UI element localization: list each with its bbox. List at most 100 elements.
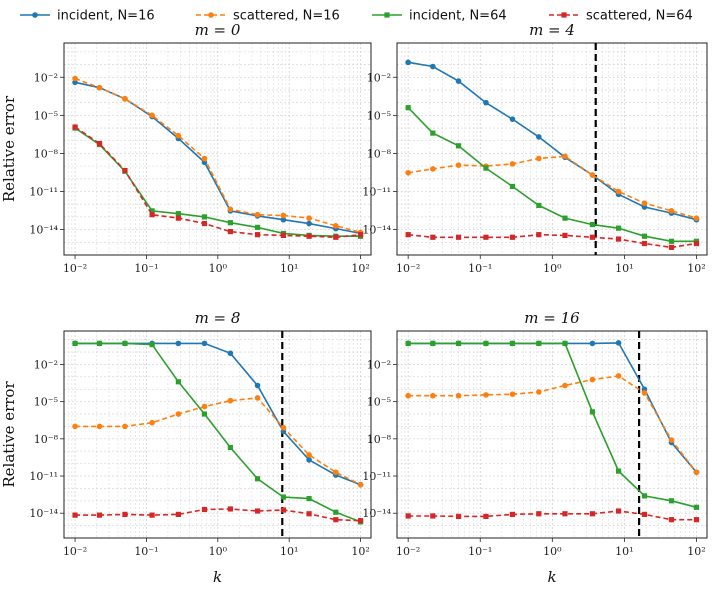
data-point — [483, 165, 489, 171]
panel-m-4: 10⁻² 10⁻¹ 10⁰ 10¹ 10² 10⁻¹⁴ 10⁻¹¹ 10⁻⁸ 10⁻⁵ 10⁻² m… — [362, 21, 708, 275]
data-point — [96, 512, 103, 518]
data-point — [149, 212, 155, 218]
legend-label: incident, N=64 — [409, 9, 507, 24]
data-point — [175, 511, 181, 518]
series-line — [75, 508, 361, 522]
data-point — [72, 340, 78, 346]
legend-label: scattered, N=64 — [586, 9, 693, 24]
data-point — [306, 215, 312, 221]
legend-marker — [384, 12, 390, 18]
data-point — [562, 382, 568, 389]
panel-title: m = 4 — [529, 21, 575, 39]
x-tick-label: 10⁻¹ — [468, 262, 492, 275]
data-point — [536, 389, 542, 395]
y-tick-label: 10⁻⁸ — [367, 147, 392, 160]
data-point — [693, 517, 700, 523]
data-point — [175, 379, 181, 385]
y-axis-label: Relative error — [0, 381, 18, 488]
data-point — [589, 376, 596, 383]
legend-label: scattered, N=16 — [233, 9, 340, 24]
data-point — [483, 99, 489, 106]
data-point — [122, 340, 128, 346]
data-point — [536, 155, 542, 162]
data-point — [254, 232, 261, 238]
data-point — [430, 130, 436, 136]
series-line — [74, 126, 361, 239]
data-point — [227, 206, 234, 213]
data-point — [589, 172, 596, 178]
data-point — [615, 340, 622, 346]
data-point — [357, 518, 364, 524]
x-tick-label: 10⁰ — [543, 545, 562, 558]
data-point — [430, 166, 436, 172]
data-point — [693, 504, 700, 510]
data-point — [122, 423, 128, 430]
y-tick-label: 10⁻¹¹ — [29, 186, 58, 199]
x-tick-label: 10⁻² — [63, 545, 87, 558]
data-point — [455, 162, 462, 168]
x-tick-label: 10⁻¹ — [134, 262, 158, 275]
x-tick-label: 10¹ — [280, 262, 298, 275]
series-line — [74, 77, 361, 234]
data-point — [405, 340, 411, 346]
data-point — [72, 512, 78, 518]
data-point — [306, 233, 312, 239]
y-tick-label: 10⁻² — [367, 358, 391, 371]
data-point — [668, 498, 675, 504]
y-tick-label: 10⁻⁵ — [367, 109, 391, 122]
data-point — [455, 513, 462, 520]
series-incident-n-64 — [405, 340, 700, 510]
panel-m-8: 10⁻² 10⁻¹ 10⁰ 10¹ 10² 10⁻¹⁴ 10⁻¹¹ 10⁻⁸ 10⁻⁵ 10⁻² m… — [0, 309, 372, 586]
gridlines — [64, 331, 371, 538]
x-tick-label: 10¹ — [280, 545, 298, 558]
data-point — [306, 511, 312, 517]
data-point — [668, 437, 675, 443]
x-axis-label: k — [213, 568, 222, 586]
data-point — [483, 392, 489, 398]
data-point — [201, 220, 208, 227]
data-point — [280, 232, 287, 238]
data-point — [175, 211, 181, 217]
y-tick-label: 10⁻⁵ — [34, 109, 58, 122]
series-line — [407, 107, 697, 243]
panel-title: m = 0 — [195, 21, 241, 39]
x-tick-label: 10² — [351, 545, 369, 558]
data-point — [536, 202, 542, 209]
data-point — [227, 397, 234, 404]
x-tick-label: 10⁻² — [396, 262, 420, 275]
data-point — [405, 232, 411, 238]
x-tick-label: 10⁻² — [396, 545, 420, 558]
data-point — [306, 457, 312, 463]
data-point — [96, 140, 103, 147]
legend-marker — [32, 12, 38, 18]
y-tick-label: 10⁻¹⁴ — [29, 507, 58, 520]
x-tick-label: 10⁻² — [63, 262, 87, 275]
y-tick-label: 10⁻¹¹ — [362, 186, 391, 199]
data-point — [175, 215, 181, 221]
data-point — [562, 340, 568, 346]
x-axis-label: k — [547, 568, 556, 586]
data-point — [615, 236, 622, 242]
series-scattered-n-64 — [72, 506, 364, 524]
data-point — [589, 340, 596, 347]
data-point — [254, 395, 261, 401]
data-point — [430, 392, 436, 399]
data-point — [254, 211, 261, 218]
x-tick-label: 10⁻¹ — [468, 545, 492, 558]
y-tick-label: 10⁻⁵ — [367, 396, 391, 409]
data-point — [149, 341, 155, 348]
data-point — [536, 134, 542, 140]
series-line — [408, 510, 697, 521]
data-point — [615, 468, 622, 474]
data-point — [149, 512, 155, 518]
panels: 10⁻² 10⁻¹ 10⁰ 10¹ 10² 10⁻¹⁴ 10⁻¹¹ 10⁻⁸ 10⁻⁵ 10⁻² m… — [0, 21, 708, 586]
series-line — [408, 342, 697, 509]
data-point — [615, 508, 622, 514]
x-tick-label: 10¹ — [615, 262, 633, 275]
y-tick-label: 10⁻² — [367, 71, 391, 84]
data-point — [455, 340, 462, 346]
series-group — [405, 340, 700, 523]
axes-frame — [396, 42, 708, 256]
data-point — [227, 228, 233, 235]
data-point — [201, 340, 208, 347]
